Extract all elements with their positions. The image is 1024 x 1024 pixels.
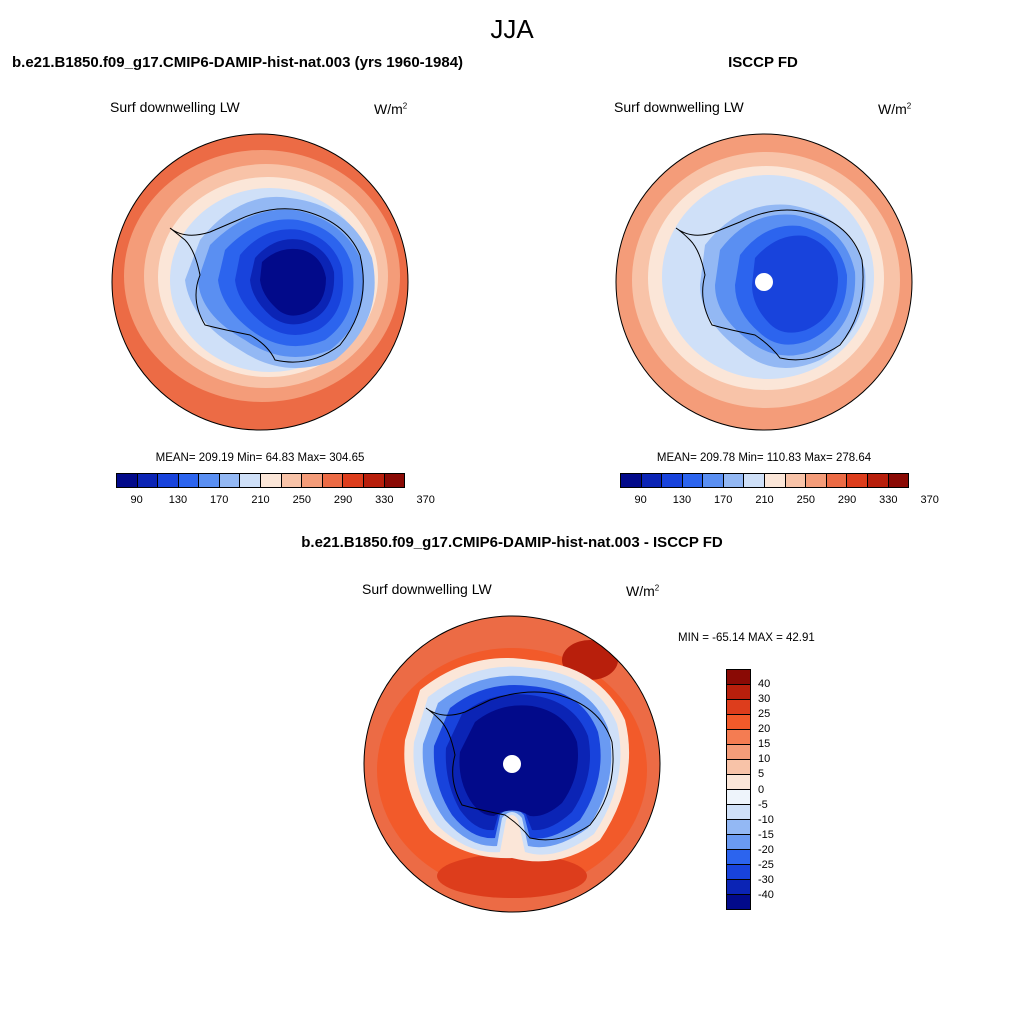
panel-3-map	[364, 616, 660, 912]
colorbar-tick-label: 290	[837, 494, 857, 506]
panel-1-units: W/m2	[374, 101, 408, 117]
panel-1-colorbar-ticks: 90 130 170 210 250 290 330 370	[116, 494, 435, 508]
colorbar-tick-label: 5	[758, 768, 765, 781]
colorbar-tick-label: 130	[672, 494, 692, 506]
colorbar-tick-label: 370	[920, 494, 939, 506]
colorbar-swatch	[621, 474, 642, 487]
colorbar-swatch	[727, 790, 750, 805]
colorbar-swatch	[199, 474, 220, 487]
colorbar-tick-label: -20	[758, 843, 774, 856]
colorbar-tick-label: 290	[333, 494, 353, 506]
colorbar-tick-label: 170	[210, 494, 229, 506]
colorbar-tick-label: 170	[714, 494, 733, 506]
colorbar-swatch	[727, 880, 750, 895]
colorbar-swatch	[744, 474, 766, 487]
panel-2-units: W/m2	[878, 101, 912, 117]
colorbar-swatch	[137, 474, 159, 487]
colorbar-tick-label: 0	[758, 783, 765, 796]
colorbar-swatch	[178, 474, 200, 487]
colorbar-swatch	[727, 865, 750, 880]
colorbar-swatch	[322, 474, 344, 487]
colorbar-swatch	[662, 474, 683, 487]
colorbar-swatch	[727, 775, 750, 790]
colorbar-tick-label: 15	[758, 738, 771, 751]
panel-2-colorbar-ticks: 90 130 170 210 250 290 330 370	[620, 494, 939, 508]
colorbar-swatch	[765, 474, 786, 487]
colorbar-swatch	[727, 745, 750, 760]
colorbar-tick-label: 40	[758, 678, 771, 691]
colorbar-tick-label: 210	[251, 494, 270, 506]
colorbar-swatch	[363, 474, 385, 487]
panel-3-colorbar	[726, 669, 751, 910]
colorbar-swatch	[727, 730, 750, 745]
colorbar-swatch	[727, 805, 750, 820]
panel-3-stats: MIN = -65.14 MAX = 42.91	[678, 632, 815, 644]
colorbar-tick-label: 250	[796, 494, 815, 506]
panel-1-stats: MEAN= 209.19 Min= 64.83 Max= 304.65	[155, 452, 365, 464]
panel-3-units: W/m2	[626, 583, 660, 599]
panel-3-title: b.e21.B1850.f09_g17.CMIP6-DAMIP-hist-nat…	[301, 534, 723, 551]
colorbar-swatch	[826, 474, 848, 487]
colorbar-tick-label: 250	[292, 494, 311, 506]
colorbar-swatch	[261, 474, 282, 487]
colorbar-tick-label: -40	[758, 888, 774, 901]
colorbar-swatch	[785, 474, 807, 487]
colorbar-swatch	[727, 670, 750, 685]
colorbar-tick-label: 20	[758, 723, 771, 736]
panel-1-title: b.e21.B1850.f09_g17.CMIP6-DAMIP-hist-nat…	[12, 54, 464, 71]
colorbar-swatch	[343, 474, 364, 487]
panel-3-variable-label: Surf downwelling LW	[362, 581, 492, 597]
colorbar-tick-label: 30	[758, 693, 771, 706]
colorbar-swatch	[727, 895, 750, 909]
panel-2-stats: MEAN= 209.78 Min= 110.83 Max= 278.64	[656, 452, 872, 464]
colorbar-swatch	[117, 474, 138, 487]
panel-1-variable-label: Surf downwelling LW	[110, 99, 240, 115]
colorbar-swatch	[867, 474, 889, 487]
colorbar-swatch	[806, 474, 827, 487]
figure-title: JJA	[490, 14, 534, 44]
colorbar-swatch	[682, 474, 704, 487]
panel-2-map	[616, 134, 912, 430]
colorbar-tick-label: -30	[758, 873, 774, 886]
colorbar-swatch	[281, 474, 303, 487]
colorbar-swatch	[888, 474, 909, 487]
colorbar-swatch	[703, 474, 724, 487]
colorbar-swatch	[384, 474, 405, 487]
panel-1-map	[112, 134, 408, 430]
colorbar-swatch	[158, 474, 179, 487]
colorbar-tick-label: 10	[758, 753, 771, 766]
colorbar-tick-label: 130	[168, 494, 188, 506]
colorbar-tick-label: 370	[416, 494, 435, 506]
colorbar-tick-label: -25	[758, 858, 774, 871]
colorbar-swatch	[727, 685, 750, 700]
panel-1-colorbar	[116, 473, 405, 488]
colorbar-swatch	[727, 835, 750, 850]
colorbar-swatch	[847, 474, 868, 487]
colorbar-tick-label: -15	[758, 828, 774, 841]
colorbar-swatch	[727, 760, 750, 775]
colorbar-swatch	[727, 850, 750, 865]
colorbar-swatch	[723, 474, 745, 487]
colorbar-swatch	[219, 474, 241, 487]
panel-2-title: ISCCP FD	[728, 54, 798, 71]
colorbar-tick-label: 90	[130, 494, 143, 506]
colorbar-swatch	[641, 474, 663, 487]
colorbar-tick-label: -10	[758, 813, 774, 826]
colorbar-swatch	[727, 700, 750, 715]
colorbar-tick-label: 25	[758, 708, 771, 721]
colorbar-tick-label: 330	[375, 494, 394, 506]
colorbar-tick-label: 90	[634, 494, 647, 506]
colorbar-swatch	[727, 820, 750, 835]
panel-2-colorbar	[620, 473, 909, 488]
panel-2-variable-label: Surf downwelling LW	[614, 99, 744, 115]
colorbar-swatch	[240, 474, 262, 487]
colorbar-tick-label: 210	[755, 494, 774, 506]
colorbar-tick-label: 330	[879, 494, 898, 506]
colorbar-swatch	[302, 474, 323, 487]
colorbar-swatch	[727, 715, 750, 730]
colorbar-tick-label: -5	[758, 798, 768, 811]
